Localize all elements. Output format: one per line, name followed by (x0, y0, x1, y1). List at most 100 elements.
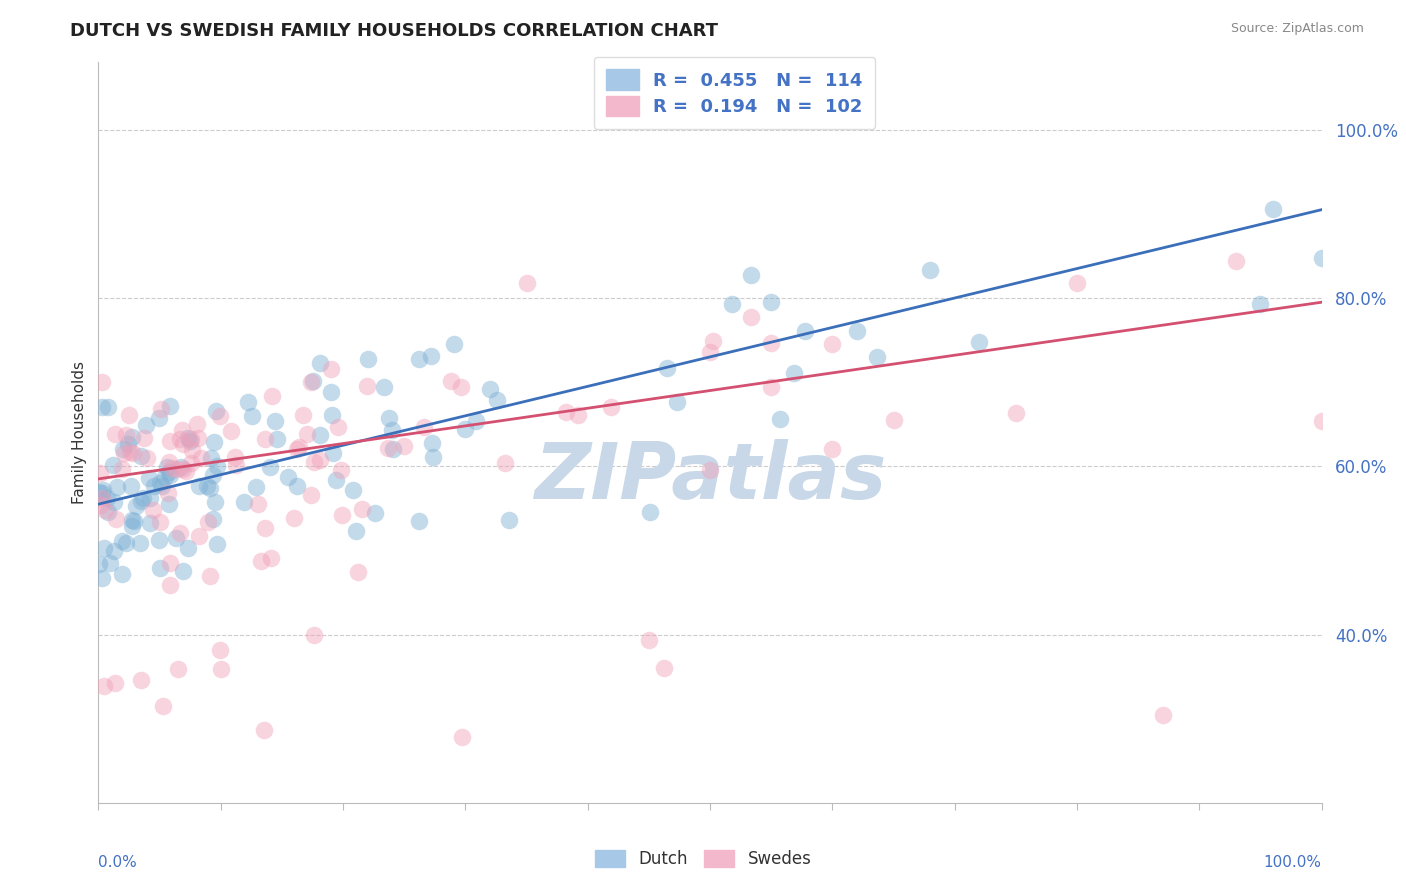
Text: 100.0%: 100.0% (1264, 855, 1322, 870)
Point (260, 551, 283, 566)
Point (208, 409, 231, 423)
Point (170, 423, 193, 437)
Point (207, 537, 229, 551)
Point (330, 508, 353, 522)
Point (97, 400, 120, 414)
Point (167, 662, 190, 676)
Point (845, 325, 868, 339)
Point (451, 730, 474, 744)
Point (129, 494, 152, 508)
Point (202, 434, 225, 449)
Point (111, 566, 134, 581)
Point (159, 434, 181, 449)
Point (148, 410, 170, 425)
Point (262, 389, 284, 403)
Point (165, 531, 187, 545)
Point (120, 479, 142, 493)
Point (637, 632, 661, 647)
Point (1310, 414, 1333, 428)
Point (408, 514, 430, 528)
Point (179, 432, 201, 446)
Point (117, 409, 139, 423)
Point (104, 676, 127, 690)
Point (309, 427, 332, 442)
Point (156, 460, 179, 475)
Point (187, 431, 209, 445)
Point (638, 505, 661, 519)
Point (202, 512, 225, 526)
Point (159, 399, 181, 413)
Point (200, 451, 222, 466)
Point (112, 442, 135, 456)
Text: 0.0%: 0.0% (98, 855, 138, 870)
Text: DUTCH VS SWEDISH FAMILY HOUSEHOLDS CORRELATION CHART: DUTCH VS SWEDISH FAMILY HOUSEHOLDS CORRE… (70, 22, 718, 40)
Point (245, 480, 267, 494)
Point (322, 446, 344, 460)
Point (186, 417, 208, 431)
Point (1066, 276, 1088, 290)
Point (555, 405, 578, 419)
Point (699, 463, 721, 477)
Point (224, 450, 246, 464)
Point (149, 515, 172, 529)
Point (263, 414, 285, 428)
Point (169, 432, 191, 446)
Point (131, 673, 153, 687)
Point (240, 409, 263, 423)
Point (1225, 254, 1247, 268)
Point (1310, 251, 1333, 265)
Point (794, 324, 817, 338)
Point (195, 479, 218, 493)
Point (159, 556, 181, 570)
Point (91, 375, 114, 389)
Point (169, 526, 191, 541)
Point (197, 515, 219, 529)
Point (132, 431, 155, 445)
Point (138, 471, 160, 485)
Point (253, 723, 276, 737)
Point (204, 495, 226, 509)
Point (321, 384, 343, 399)
Point (1004, 406, 1026, 420)
Point (149, 402, 172, 417)
Point (382, 442, 405, 457)
Point (422, 450, 444, 465)
Point (97, 505, 120, 519)
Point (420, 435, 443, 450)
Point (768, 412, 790, 426)
Legend: Dutch, Swedes: Dutch, Swedes (588, 843, 818, 875)
Point (143, 479, 166, 493)
Point (246, 497, 269, 511)
Point (342, 483, 364, 497)
Point (198, 481, 221, 495)
Point (740, 268, 762, 282)
Point (465, 414, 488, 428)
Point (377, 441, 399, 455)
Point (96, 491, 118, 505)
Point (655, 361, 678, 376)
Point (115, 428, 138, 442)
Point (485, 392, 508, 407)
Point (1261, 202, 1284, 217)
Point (149, 561, 172, 575)
Point (91, 400, 114, 414)
Point (308, 452, 330, 467)
Point (152, 699, 174, 714)
Point (90, 498, 112, 512)
Point (91, 483, 114, 497)
Point (321, 408, 343, 422)
Point (304, 628, 326, 642)
Point (181, 442, 204, 457)
Point (201, 468, 224, 483)
Point (124, 499, 146, 513)
Point (170, 460, 193, 475)
Point (419, 349, 441, 363)
Point (821, 442, 844, 457)
Point (148, 533, 170, 547)
Point (103, 544, 125, 558)
Point (720, 297, 742, 311)
Point (139, 516, 162, 531)
Point (209, 643, 232, 657)
Point (138, 491, 160, 506)
Point (209, 662, 232, 676)
